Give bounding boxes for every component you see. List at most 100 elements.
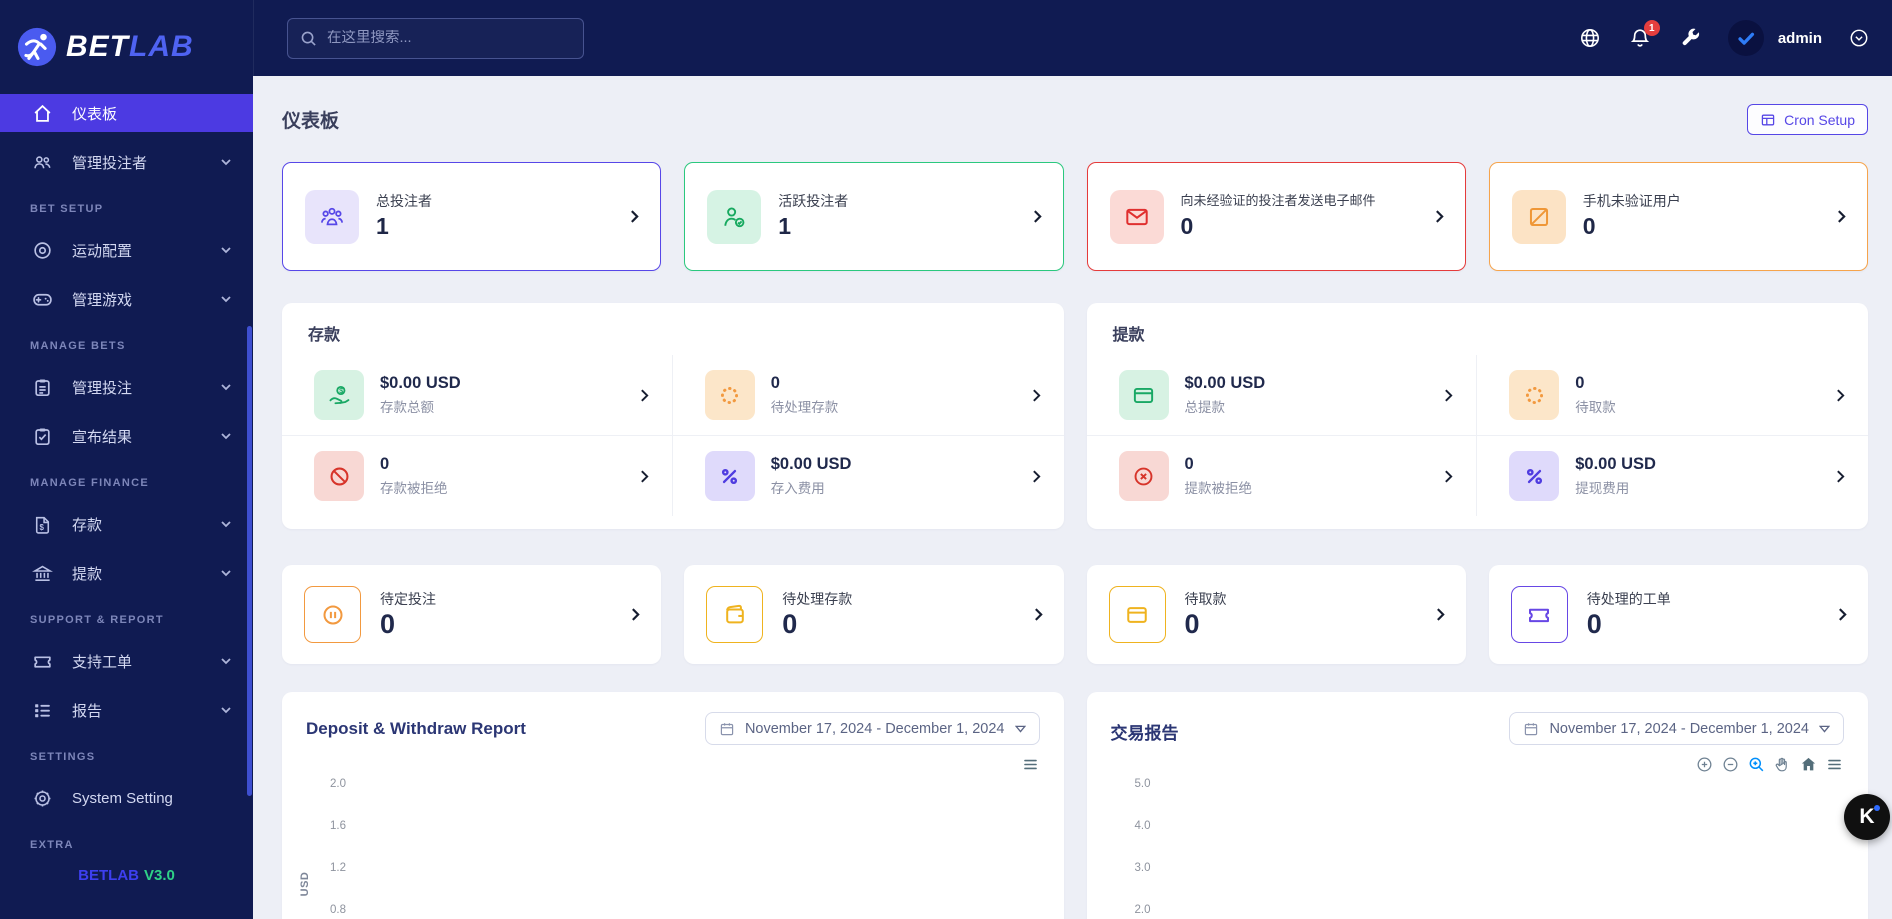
search-input[interactable] (327, 30, 571, 46)
sidebar-item-withdrawals[interactable]: 提款 (0, 554, 253, 592)
item-value: $0.00 USD (380, 374, 461, 392)
date-range-label: November 17, 2024 - December 1, 2024 (744, 720, 1005, 737)
selection-zoom-icon[interactable] (1747, 755, 1766, 774)
sidebar-item-label: 管理游戏 (72, 291, 133, 309)
zoom-in-icon[interactable] (1695, 755, 1714, 774)
sidebar-item-sport-config[interactable]: 运动配置 (0, 231, 253, 269)
date-range-picker[interactable]: November 17, 2024 - December 1, 2024 (1509, 712, 1844, 745)
sidebar-item-label: 提款 (72, 565, 103, 583)
chevron-down-icon (219, 380, 233, 394)
item-value: $0.00 USD (1575, 455, 1656, 473)
chat-status-dot (1874, 805, 1880, 811)
sidebar-item-system-setting[interactable]: System Setting (0, 779, 253, 817)
sidebar-section-manage-bets: MANAGE BETS (30, 340, 126, 352)
chevron-right-icon (1029, 388, 1044, 403)
language-globe-icon[interactable] (1578, 26, 1602, 50)
chart-plot-area[interactable] (352, 776, 1040, 919)
clipboard-icon (32, 377, 53, 398)
search-box[interactable] (287, 17, 584, 59)
sidebar-item-report[interactable]: 报告 (0, 691, 253, 729)
chevron-down-icon (219, 155, 233, 169)
chevron-right-icon (1441, 388, 1456, 403)
deposit-rejected-item[interactable]: 0 存款被拒绝 (282, 436, 673, 516)
sidebar-item-manage-games[interactable]: 管理游戏 (0, 280, 253, 318)
clipboard-check-icon (32, 426, 53, 447)
stat-label: 向未经验证的投注者发送电子邮件 (1180, 193, 1376, 209)
y-axis-ticks: 2.0 1.6 1.2 0.8 (300, 763, 346, 919)
app-version: BETLAB V3.0 (0, 867, 253, 884)
mobile-slash-icon (1511, 189, 1566, 244)
mini-value: 0 (1586, 608, 1602, 639)
deposit-total-item[interactable]: $ $0.00 USD 存款总额 (282, 355, 673, 436)
mini-value: 0 (1184, 608, 1200, 639)
sidebar-item-declare-result[interactable]: 宣布结果 (0, 417, 253, 455)
chevron-right-icon (627, 209, 642, 224)
pan-hand-icon[interactable] (1773, 755, 1792, 774)
zoom-out-icon[interactable] (1721, 755, 1740, 774)
avatar[interactable] (1727, 20, 1764, 56)
chart-menu-icon[interactable] (1021, 755, 1040, 774)
deposit-withdraw-chart-card: Deposit & Withdraw Report November 17, 2… (282, 692, 1064, 919)
brand-logo[interactable]: BETLAB (0, 0, 253, 94)
item-label: 待取款 (1575, 400, 1616, 415)
chevron-right-icon (1031, 607, 1046, 622)
item-value: 0 (380, 455, 390, 473)
deposits-panel: 存款 $ $0.00 USD 存款总额 0 待处理 (282, 303, 1064, 529)
chart-plot-area[interactable] (1157, 776, 1845, 919)
withdraw-pending-item[interactable]: 0 待取款 (1477, 355, 1868, 436)
users-icon (32, 152, 53, 173)
version-brand: BETLAB (78, 867, 139, 884)
notifications-bell-icon[interactable]: 1 (1628, 20, 1660, 50)
chart-menu-icon[interactable] (1825, 755, 1844, 774)
stat-card-active-bettors[interactable]: 活跃投注者 1 (684, 162, 1064, 271)
caret-down-icon (1014, 725, 1026, 733)
withdraw-total-item[interactable]: $0.00 USD 总提款 (1086, 355, 1478, 436)
item-value: 0 (1184, 455, 1194, 473)
mini-card-pending-tickets[interactable]: 待处理的工单 0 (1488, 565, 1868, 664)
stat-card-email-unverified[interactable]: 向未经验证的投注者发送电子邮件 0 (1086, 162, 1466, 271)
deposit-pending-item[interactable]: 0 待处理存款 (672, 355, 1064, 436)
sidebar-item-label: 管理投注 (72, 379, 133, 397)
home-icon (32, 103, 53, 124)
chat-widget-button[interactable]: K (1844, 794, 1890, 840)
mini-card-pending-deposits[interactable]: 待处理存款 0 (684, 565, 1064, 664)
calendar-icon (1523, 721, 1539, 737)
sidebar-item-label: System Setting (72, 789, 173, 807)
profile-chevron-icon[interactable] (1848, 27, 1870, 49)
sidebar-item-support-ticket[interactable]: 支持工单 (0, 642, 253, 680)
date-range-picker[interactable]: November 17, 2024 - December 1, 2024 (704, 712, 1040, 745)
sidebar-item-dashboard[interactable]: 仪表板 (0, 94, 253, 132)
wrench-icon[interactable] (1678, 26, 1702, 50)
chevron-right-icon (1833, 469, 1848, 484)
stat-card-mobile-unverified[interactable]: 手机未验证用户 0 (1488, 162, 1868, 271)
svg-text:$: $ (339, 386, 343, 395)
mini-card-pending-withdrawals[interactable]: 待取款 0 (1086, 565, 1466, 664)
withdraw-charge-item[interactable]: $0.00 USD 提现费用 (1477, 436, 1868, 516)
sidebar-item-manage-bets[interactable]: 管理投注 (0, 368, 253, 406)
credit-card-icon (1108, 586, 1166, 643)
y-tick: 1.6 (330, 820, 346, 832)
chevron-right-icon (1433, 607, 1448, 622)
spinner-icon (1509, 370, 1560, 420)
sidebar-item-label: 运动配置 (72, 242, 133, 260)
username: admin (1777, 29, 1822, 47)
cron-setup-button[interactable]: Cron Setup (1747, 104, 1868, 135)
reset-home-icon[interactable] (1799, 755, 1818, 774)
sidebar-scrollbar[interactable] (247, 326, 252, 796)
panel-title: 提款 (1112, 327, 1145, 344)
stat-label: 活跃投注者 (778, 192, 849, 209)
stat-card-total-bettors[interactable]: 总投注者 1 (282, 162, 662, 271)
withdraw-rejected-item[interactable]: 0 提款被拒绝 (1087, 436, 1478, 516)
sidebar-item-manage-bettors[interactable]: 管理投注者 (0, 143, 253, 181)
mini-value: 0 (782, 608, 798, 639)
stat-label: 总投注者 (376, 192, 432, 209)
deposit-charge-item[interactable]: $0.00 USD 存入费用 (673, 436, 1064, 516)
percent-icon (704, 451, 755, 501)
y-tick: 1.2 (330, 862, 346, 874)
y-tick: 2.0 (1134, 904, 1151, 916)
mini-card-pending-bets[interactable]: 待定投注 0 (282, 565, 662, 664)
stat-value: 0 (1180, 212, 1194, 239)
sidebar-item-label: 仪表板 (72, 105, 118, 123)
sidebar-item-deposits[interactable]: $ 存款 (0, 505, 253, 543)
